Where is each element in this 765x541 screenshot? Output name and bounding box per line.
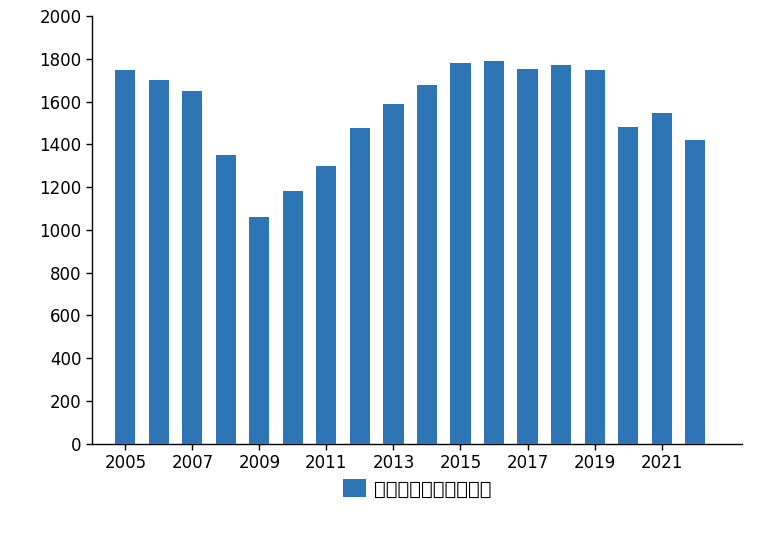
- Bar: [417, 84, 437, 444]
- Bar: [551, 65, 571, 444]
- Bar: [652, 114, 672, 444]
- Legend: 美国汽车销量（万辆）: 美国汽车销量（万辆）: [335, 472, 499, 506]
- Bar: [618, 127, 638, 444]
- Bar: [517, 69, 538, 444]
- Bar: [283, 192, 303, 444]
- Bar: [685, 140, 705, 444]
- Bar: [148, 81, 169, 444]
- Bar: [182, 91, 203, 444]
- Bar: [584, 70, 604, 444]
- Bar: [216, 155, 236, 444]
- Bar: [383, 104, 403, 444]
- Bar: [317, 166, 337, 444]
- Bar: [484, 61, 504, 444]
- Bar: [451, 63, 470, 444]
- Bar: [249, 217, 269, 444]
- Bar: [116, 70, 135, 444]
- Bar: [350, 128, 370, 444]
